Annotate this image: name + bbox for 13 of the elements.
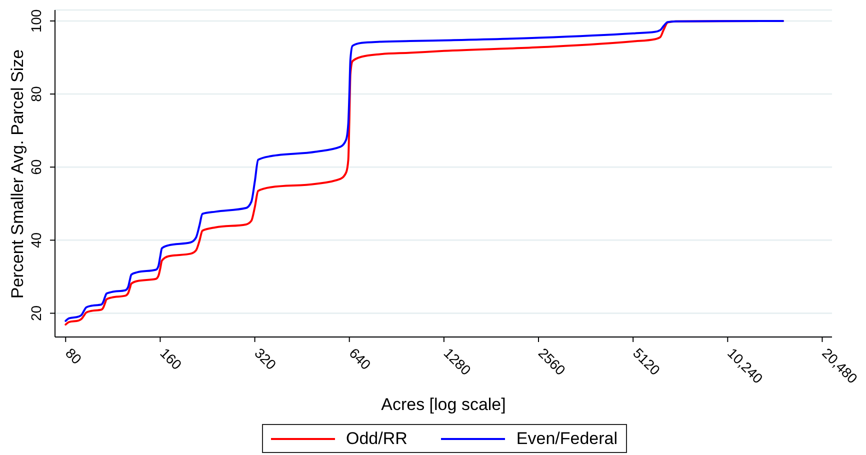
y-tick-label: 20: [28, 305, 44, 322]
y-tick-label: 100: [28, 9, 44, 33]
y-axis-title: Percent Smaller Avg. Parcel Size: [8, 48, 28, 298]
x-tick-label: 640: [346, 344, 374, 373]
x-tick-label: 160: [157, 344, 186, 373]
x-axis-title: Acres [log scale]: [381, 395, 506, 415]
legend-label: Odd/RR: [346, 428, 408, 448]
y-tick-label: 60: [28, 159, 44, 175]
legend-label: Even/Federal: [516, 428, 618, 448]
y-tick-label: 80: [28, 86, 44, 102]
y-tick-label: 40: [28, 232, 44, 248]
x-tick-label: 80: [62, 344, 85, 368]
x-tick-label: 320: [252, 344, 280, 373]
